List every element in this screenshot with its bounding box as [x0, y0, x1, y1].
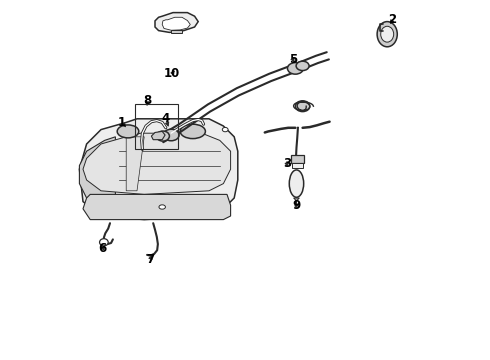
- Polygon shape: [79, 137, 116, 205]
- Polygon shape: [162, 17, 190, 30]
- Polygon shape: [294, 198, 299, 201]
- Ellipse shape: [159, 205, 166, 209]
- Bar: [292, 163, 303, 168]
- Text: 2: 2: [389, 13, 397, 26]
- Ellipse shape: [288, 63, 303, 74]
- Ellipse shape: [156, 131, 170, 141]
- Polygon shape: [171, 30, 182, 33]
- Ellipse shape: [377, 22, 397, 47]
- Polygon shape: [126, 137, 144, 191]
- Polygon shape: [83, 133, 231, 194]
- Text: 6: 6: [98, 242, 107, 255]
- Text: 7: 7: [146, 253, 154, 266]
- Ellipse shape: [295, 101, 310, 112]
- Text: 3: 3: [283, 157, 291, 170]
- Text: 10: 10: [164, 67, 180, 80]
- Ellipse shape: [99, 239, 108, 246]
- Polygon shape: [83, 194, 231, 220]
- Text: 1: 1: [118, 116, 126, 129]
- Polygon shape: [79, 119, 238, 220]
- Polygon shape: [151, 131, 165, 140]
- Ellipse shape: [117, 125, 139, 138]
- Ellipse shape: [289, 170, 304, 197]
- Ellipse shape: [222, 127, 228, 132]
- Ellipse shape: [180, 124, 205, 139]
- Polygon shape: [155, 13, 198, 32]
- Text: 9: 9: [293, 199, 300, 212]
- Text: 8: 8: [143, 94, 151, 107]
- Bar: [135, 104, 178, 149]
- Text: 4: 4: [162, 112, 170, 125]
- Ellipse shape: [381, 26, 393, 42]
- Text: 5: 5: [289, 53, 297, 66]
- Ellipse shape: [296, 61, 309, 71]
- Ellipse shape: [163, 129, 179, 141]
- Bar: [291, 155, 304, 163]
